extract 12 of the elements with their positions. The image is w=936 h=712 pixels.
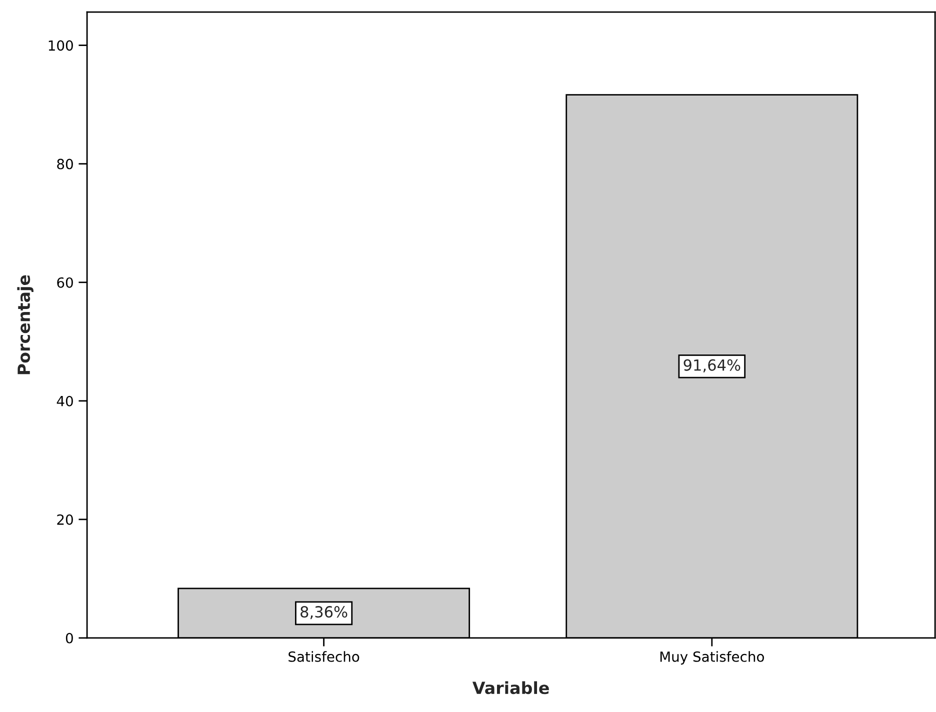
y-tick-label: 40 xyxy=(56,396,73,406)
y-tick-label: 20 xyxy=(57,514,73,525)
y-tick-label: 100 xyxy=(48,40,73,51)
x-tick-label: Satisfecho xyxy=(288,651,360,662)
y-tick-label: 60 xyxy=(57,277,73,288)
y-tick-label: 0 xyxy=(66,632,73,644)
data-label: 8,36% xyxy=(300,606,348,620)
data-label: 91,64% xyxy=(684,359,740,372)
x-axis-title: Variable xyxy=(472,681,549,694)
x-tick-label: Muy Satisfecho xyxy=(660,651,764,665)
y-tick-label: 80 xyxy=(57,158,73,170)
y-axis-title: Porcentaje xyxy=(17,275,34,374)
